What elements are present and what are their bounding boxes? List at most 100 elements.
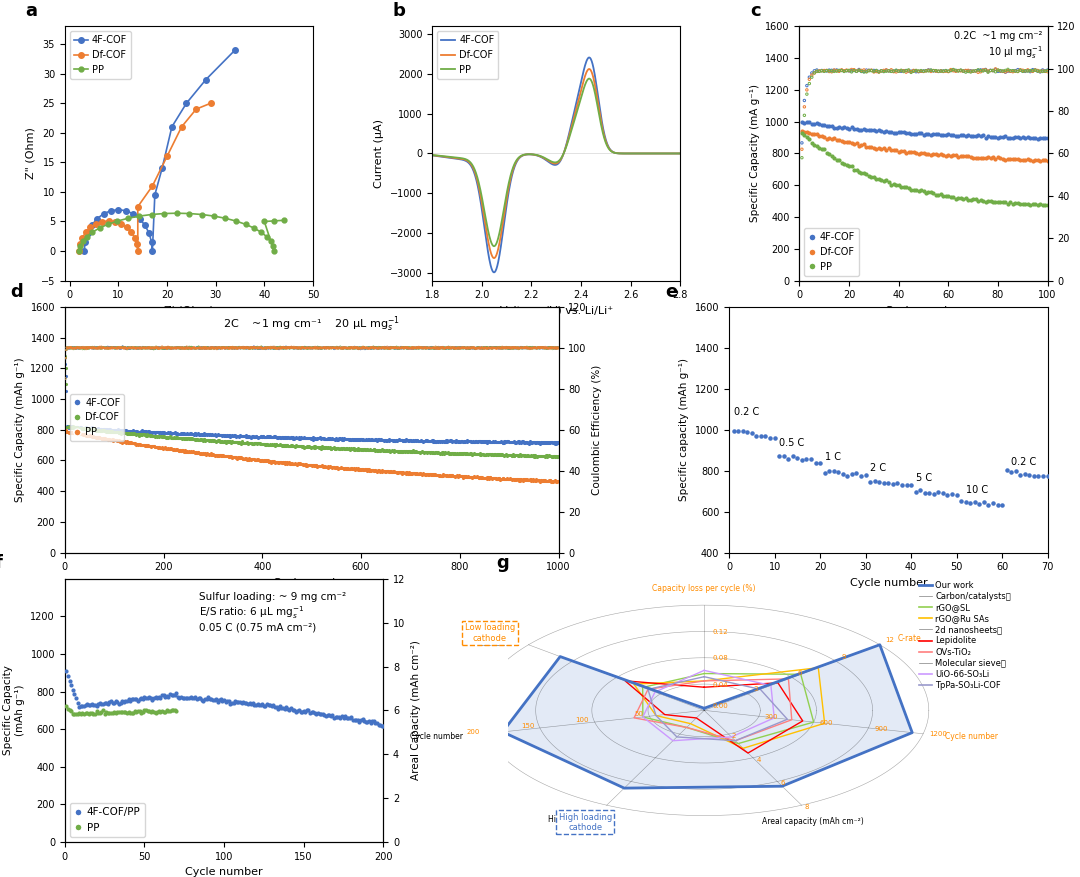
Point [319,441,336,455]
Point [65,341,82,355]
Point [995,195,1012,209]
Point [93,431,110,446]
Point [186,428,203,442]
Point [130,341,147,355]
Point [252,342,269,356]
Point [183,445,200,459]
Point [230,450,247,464]
Point [355,433,373,447]
Point [224,341,241,355]
Point [483,435,500,449]
Point [227,430,244,444]
Point [492,340,510,354]
Point [111,341,129,355]
Point [519,436,537,450]
Point [350,433,367,447]
Point [343,341,361,355]
Point [410,446,428,460]
Point [131,425,148,439]
Point [179,445,197,459]
Point [531,341,549,355]
Point [414,446,431,460]
Point [147,440,164,454]
Point [486,471,503,485]
Point [321,341,338,355]
Point [444,341,461,355]
Point [67,422,84,436]
Point [56,357,73,371]
Point [188,692,205,706]
Point [252,437,269,451]
PP [195,210,208,220]
Point [836,157,853,171]
Point [144,693,161,707]
Point [399,341,416,355]
Point [269,341,286,355]
Point [80,429,97,443]
Point [982,130,999,144]
Point [177,341,194,355]
Point [361,464,378,478]
Point [393,445,410,459]
Point [348,340,365,354]
Point [441,434,458,448]
Point [227,435,244,449]
Point [831,63,848,77]
Point [510,449,527,463]
Point [413,341,430,355]
Point [419,445,436,459]
Point [180,342,198,356]
Point [108,340,125,354]
Point [171,431,188,445]
Point [443,468,460,482]
Point [161,430,178,444]
Point [240,452,257,466]
Point [945,128,962,142]
Point [266,454,283,468]
Point [134,340,151,354]
Point [423,341,441,355]
Point [454,341,471,355]
Point [503,448,521,462]
Point [85,423,103,437]
Point [454,341,471,355]
Point [147,430,164,444]
Point [103,424,120,438]
Point [455,446,472,460]
Point [457,341,474,355]
Point [145,342,162,356]
Point [362,716,379,730]
Point [276,457,294,471]
Point [384,340,402,354]
Point [172,341,189,355]
Point [276,455,294,469]
Point [354,341,372,355]
Point [402,341,419,355]
Point [376,444,393,458]
Point [865,124,882,138]
Point [57,343,75,357]
Point [512,341,529,355]
Point [176,445,193,459]
Point [293,341,310,355]
Point [410,467,428,481]
Point [540,341,557,355]
Point [269,341,286,355]
Point [166,443,184,457]
Point [823,149,840,163]
Point [429,468,446,482]
Point [1002,465,1020,479]
Point [146,705,163,719]
Point [260,454,278,468]
Point [542,436,559,450]
Point [127,424,145,438]
Point [265,340,282,354]
Point [204,341,221,355]
Point [322,340,339,354]
Point [518,436,536,450]
Point [367,341,384,355]
Point [497,341,514,355]
Point [105,340,122,354]
Point [120,424,137,438]
Point [230,341,247,355]
